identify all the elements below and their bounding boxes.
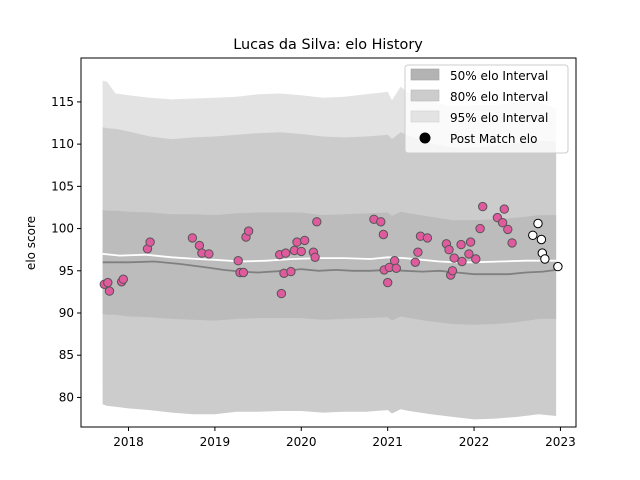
recent-match-point	[533, 218, 543, 229]
post-match-point	[281, 248, 291, 258]
post-match-point	[296, 246, 306, 257]
legend-label-80: 80% elo Interval	[450, 90, 548, 104]
post-match-point	[187, 233, 198, 243]
post-match-point	[449, 253, 459, 263]
legend-label-50: 50% elo Interval	[450, 69, 548, 83]
post-match-point	[410, 257, 420, 267]
post-match-point	[478, 201, 488, 212]
post-match-point	[475, 223, 485, 234]
mean-elo-line	[102, 253, 557, 264]
post-match-point	[276, 288, 287, 299]
post-match-point	[465, 237, 476, 247]
post-match-point	[292, 237, 302, 247]
post-match-point	[238, 267, 249, 278]
y-tick-label: 80	[59, 390, 74, 404]
band-50-interval	[102, 210, 557, 325]
y-tick-label: 95	[59, 264, 74, 278]
post-match-point	[378, 229, 389, 240]
post-match-points	[99, 201, 517, 299]
legend-swatch-50	[410, 68, 440, 81]
post-match-point	[383, 277, 393, 288]
post-match-point	[286, 266, 296, 277]
y-tick-label: 105	[51, 179, 74, 193]
y-tick-label: 115	[51, 95, 74, 109]
y-tick-label: 85	[59, 348, 74, 362]
post-match-point	[243, 226, 254, 236]
post-match-point	[413, 247, 423, 257]
post-match-point	[391, 263, 401, 273]
x-axis: 2018 2019 2020 2021 2022 2023	[113, 427, 576, 449]
post-match-point	[204, 249, 214, 259]
y-axis: 80 85 90 95 100 105 110 115	[51, 95, 81, 404]
post-match-point	[447, 266, 458, 276]
recent-match-points	[528, 218, 563, 272]
post-match-point	[507, 238, 517, 248]
post-match-point	[118, 274, 129, 284]
y-tick-label: 90	[59, 306, 74, 320]
plot-area	[99, 80, 563, 420]
post-match-point	[104, 286, 115, 296]
y-tick-label: 110	[51, 137, 74, 151]
chart-title: Lucas da Silva: elo History	[233, 37, 423, 53]
legend-swatch-80	[410, 89, 440, 102]
legend-label-95: 95% elo Interval	[450, 111, 548, 125]
x-tick-label: 2018	[113, 435, 144, 449]
median-elo-line	[102, 260, 557, 276]
legend-swatch-95	[410, 110, 440, 123]
post-match-point	[444, 245, 454, 255]
post-match-point	[145, 237, 155, 247]
post-match-point	[376, 217, 386, 227]
post-match-point	[499, 204, 509, 214]
post-match-point	[457, 256, 467, 267]
post-match-point	[389, 256, 400, 266]
post-match-point	[312, 217, 322, 227]
y-axis-label: elo score	[24, 216, 38, 270]
x-tick-label: 2022	[459, 435, 490, 449]
post-match-point	[497, 218, 508, 228]
legend: 50% elo Interval 80% elo Interval 95% el…	[404, 64, 569, 154]
legend-label-post-match: Post Match elo	[450, 132, 537, 146]
recent-match-point	[540, 254, 550, 264]
post-match-point	[503, 224, 513, 235]
x-tick-label: 2021	[372, 435, 403, 449]
post-match-point	[471, 254, 481, 264]
x-tick-label: 2019	[200, 435, 231, 449]
y-tick-label: 100	[51, 222, 74, 236]
post-match-point	[103, 277, 113, 288]
legend-box	[404, 64, 569, 154]
post-match-point	[300, 235, 310, 246]
post-match-point	[456, 239, 466, 250]
x-tick-label: 2023	[545, 435, 576, 449]
post-match-point	[233, 256, 243, 266]
post-match-point	[464, 249, 474, 259]
post-match-point	[422, 233, 433, 243]
plot-frame	[80, 57, 577, 428]
recent-match-point	[553, 261, 563, 272]
recent-match-point	[536, 234, 547, 245]
post-match-point	[310, 252, 320, 262]
recent-match-point	[528, 230, 538, 241]
legend-marker-post-match	[419, 132, 431, 144]
x-tick-label: 2020	[286, 435, 317, 449]
